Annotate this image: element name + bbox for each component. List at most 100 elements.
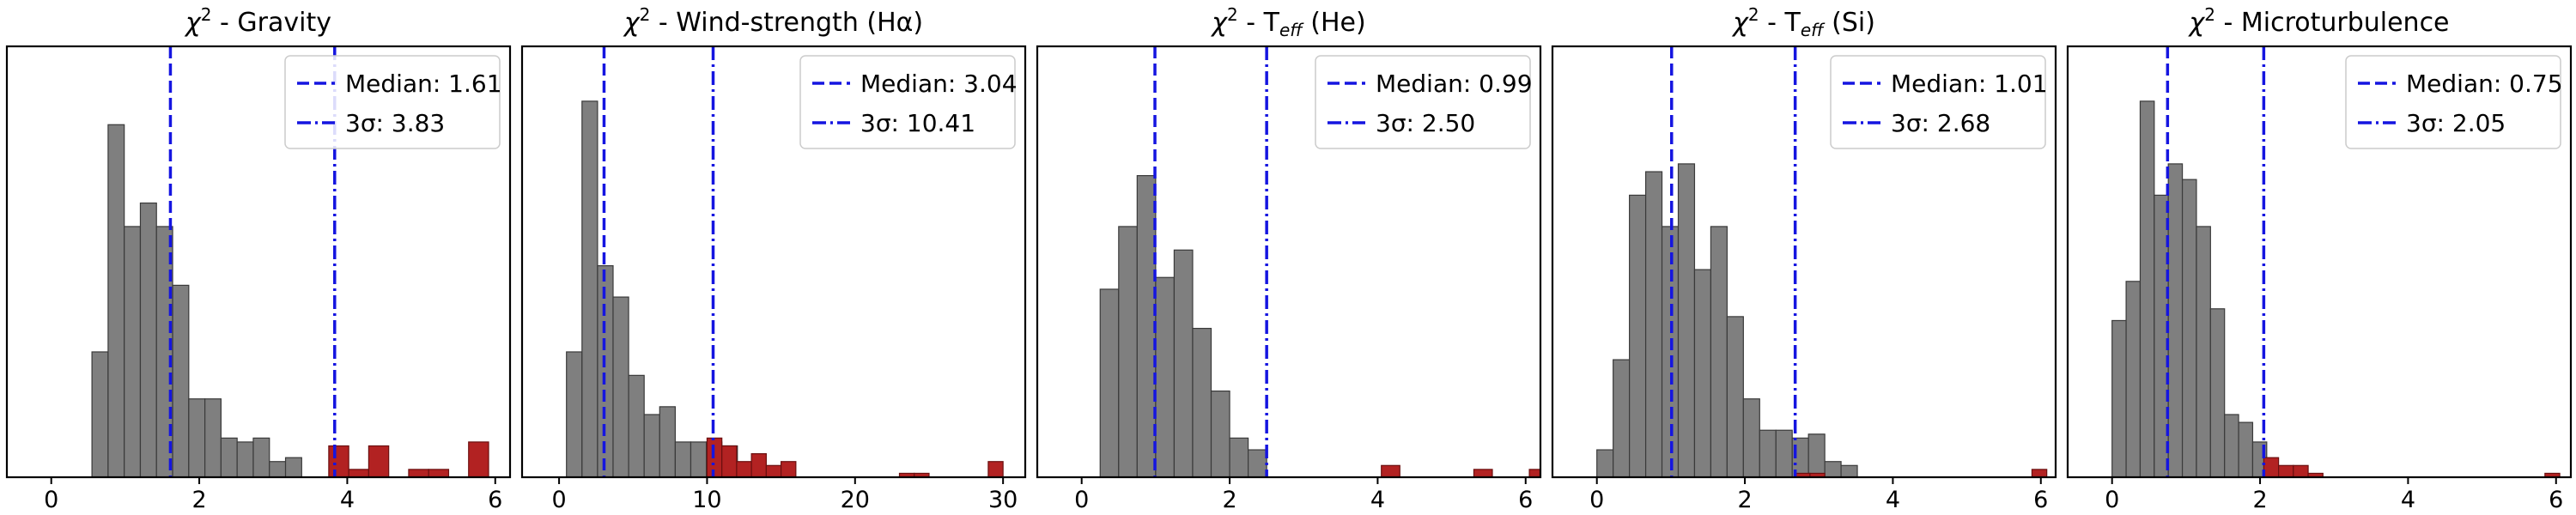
histogram-bar [1118, 226, 1138, 477]
outlier-bar [1528, 469, 1540, 477]
x-tick-label: 2 [1222, 487, 1236, 513]
x-tick-label: 0 [1074, 487, 1089, 513]
histogram-bar [1726, 316, 1744, 477]
histogram-panel-2: χ2 - Wind-strength (Hα) 0 10 20 30 Median: 3.… [520, 4, 1027, 513]
legend-median-label: Median: 3.04 [860, 70, 1018, 98]
x-tick-label: 6 [2033, 487, 2048, 513]
x-tick-label: 2 [2252, 487, 2267, 513]
outlier-bar [721, 445, 738, 477]
panel-title: χ2 - Teff (Si) [1731, 4, 1875, 40]
title-text: - Wind-strength (Hα) [650, 8, 923, 38]
histogram-bar [1775, 429, 1793, 477]
x-tick-label: 0 [44, 487, 58, 513]
histogram-bar [139, 202, 157, 477]
axes-frame [5, 45, 512, 479]
axes-frame [520, 45, 1027, 479]
outlier-bar [2031, 469, 2048, 477]
outlier-bar [348, 469, 370, 477]
plot-area [1099, 46, 1540, 477]
legend-box [1830, 55, 2046, 149]
legend-sigma-label: 3σ: 2.05 [2406, 109, 2506, 137]
title-superscript: 2 [2204, 4, 2215, 25]
outlier-bar [765, 464, 782, 477]
histogram-bar [1596, 449, 1614, 477]
title-symbol: χ [184, 8, 202, 38]
title-symbol: χ [1210, 8, 1228, 38]
legend-median-label: Median: 0.75 [2406, 70, 2563, 98]
histogram-bar [236, 441, 254, 477]
histogram-bar [581, 100, 598, 477]
histogram-bar [1644, 171, 1663, 477]
x-tick-label: 0 [551, 487, 566, 513]
legend: Median: 1.01 3σ: 2.68 [1830, 55, 2048, 149]
histogram-bar [1155, 276, 1176, 477]
legend-sigma-label: 3σ: 3.83 [345, 109, 445, 137]
outlier-bar [368, 445, 390, 477]
x-tick-label: 0 [2105, 487, 2119, 513]
legend-box [2345, 55, 2561, 149]
x-tick-label: 0 [1589, 487, 1604, 513]
histogram-bar [1693, 269, 1712, 477]
histogram-bar [1248, 449, 1267, 477]
panel-title: χ2 - Wind-strength (Hα) [623, 4, 923, 38]
histogram-bar [2181, 179, 2197, 477]
outlier-bar [2263, 457, 2280, 477]
legend: Median: 0.75 3σ: 2.05 [2345, 55, 2563, 149]
histogram-bar [1677, 163, 1696, 477]
histogram-bar [643, 414, 660, 477]
histogram-bar [2139, 100, 2155, 477]
plot-area [1596, 46, 2048, 477]
histogram-bar [2125, 281, 2142, 477]
axes-frame [1036, 45, 1542, 479]
title-superscript: 2 [1227, 4, 1238, 25]
legend-median-label: Median: 0.99 [1376, 70, 1533, 98]
histogram-bar [188, 398, 206, 477]
legend-sigma-label: 3σ: 2.68 [1891, 109, 1990, 137]
title-superscript: 2 [640, 4, 651, 25]
outlier-bar [1473, 469, 1493, 477]
panel-title: χ2 - Teff (He) [1210, 4, 1365, 40]
legend-box [799, 55, 1016, 149]
title-suffix: (Si) [1824, 8, 1875, 38]
histogram-bar [1099, 288, 1120, 477]
legend-median-label: Median: 1.61 [345, 70, 502, 98]
histogram-bar [91, 351, 109, 477]
histogram-bar [566, 351, 583, 477]
histogram-bar [220, 437, 238, 477]
title-suffix: (He) [1303, 8, 1366, 38]
x-tick-label: 10 [692, 487, 721, 513]
histogram-bar [1613, 359, 1631, 477]
outlier-bar [428, 469, 450, 477]
legend-median-label: Median: 1.01 [1891, 70, 2048, 98]
legend: Median: 3.04 3σ: 10.41 [799, 55, 1018, 149]
histogram-bar [674, 441, 692, 477]
plot-area [566, 46, 1004, 477]
title-symbol: χ [623, 8, 641, 38]
histogram-bar [2111, 319, 2127, 477]
legend-box [1315, 55, 1531, 149]
histogram-bar [2209, 308, 2226, 477]
x-tick-label: 30 [988, 487, 1018, 513]
x-tick-label: 2 [191, 487, 206, 513]
histogram-bar [690, 441, 708, 477]
histogram-bar [1742, 398, 1760, 477]
outlier-bar [2278, 464, 2294, 477]
outlier-bar [750, 453, 767, 477]
histogram-bar [1759, 429, 1777, 477]
x-tick-label: 6 [488, 487, 502, 513]
histogram-bar [172, 284, 190, 477]
x-tick-label: 4 [340, 487, 355, 513]
histogram-bar [1229, 437, 1249, 477]
x-tick-label: 20 [841, 487, 870, 513]
x-tick-label: 6 [1518, 487, 1533, 513]
outlier-bar [2293, 464, 2309, 477]
histogram-bar [2196, 226, 2211, 477]
axes-frame [2066, 45, 2573, 479]
legend-box [284, 55, 501, 149]
title-symbol: χ [2187, 8, 2205, 38]
